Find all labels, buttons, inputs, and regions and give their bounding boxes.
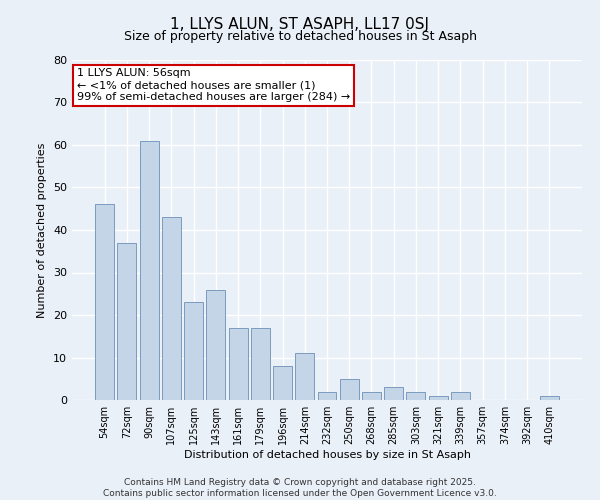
- Bar: [162, 217, 181, 400]
- Y-axis label: Number of detached properties: Number of detached properties: [37, 142, 47, 318]
- Bar: [118, 243, 136, 400]
- Bar: [540, 396, 559, 400]
- Bar: [317, 392, 337, 400]
- Bar: [95, 204, 114, 400]
- Text: Contains HM Land Registry data © Crown copyright and database right 2025.
Contai: Contains HM Land Registry data © Crown c…: [103, 478, 497, 498]
- Bar: [362, 392, 381, 400]
- X-axis label: Distribution of detached houses by size in St Asaph: Distribution of detached houses by size …: [184, 450, 470, 460]
- Bar: [406, 392, 425, 400]
- Bar: [251, 328, 270, 400]
- Bar: [429, 396, 448, 400]
- Text: 1 LLYS ALUN: 56sqm
← <1% of detached houses are smaller (1)
99% of semi-detached: 1 LLYS ALUN: 56sqm ← <1% of detached hou…: [77, 68, 350, 102]
- Bar: [340, 379, 359, 400]
- Bar: [384, 387, 403, 400]
- Bar: [273, 366, 292, 400]
- Text: 1, LLYS ALUN, ST ASAPH, LL17 0SJ: 1, LLYS ALUN, ST ASAPH, LL17 0SJ: [170, 18, 430, 32]
- Bar: [295, 353, 314, 400]
- Bar: [229, 328, 248, 400]
- Bar: [206, 290, 225, 400]
- Text: Size of property relative to detached houses in St Asaph: Size of property relative to detached ho…: [124, 30, 476, 43]
- Bar: [184, 302, 203, 400]
- Bar: [140, 140, 158, 400]
- Bar: [451, 392, 470, 400]
